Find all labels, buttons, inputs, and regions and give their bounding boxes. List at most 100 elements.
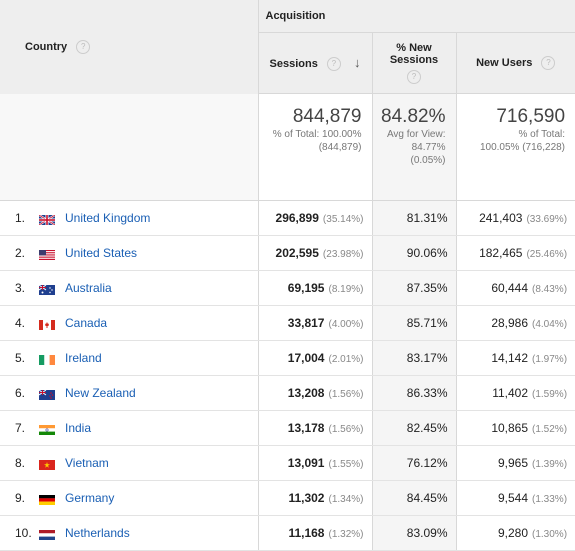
country-cell: 3. Australia [0, 270, 258, 306]
table-row[interactable]: 5. Ireland 17,004 (2.01%) 83.17% 14,142 (1.97%… [0, 340, 575, 376]
row-rank: 2. [15, 246, 26, 260]
country-cell: 1. United Kingdom [0, 200, 258, 236]
country-link[interactable]: Australia [65, 281, 112, 295]
table-row[interactable]: 10. Netherlands 11,168 (1.32%) 83.09% 9,280 (1… [0, 515, 575, 551]
country-column-header[interactable]: Country ? [0, 0, 258, 94]
new-users-percent: (25.46%) [526, 249, 568, 260]
sessions-value: 69,195 [287, 281, 325, 295]
help-icon[interactable]: ? [326, 57, 341, 72]
help-icon[interactable]: ? [407, 70, 421, 84]
sessions-value: 11,168 [288, 526, 325, 540]
sessions-value: 33,817 [287, 316, 325, 330]
totals-new-users-sub2: 100.05% (716,228) [479, 142, 566, 153]
country-link[interactable]: United States [65, 246, 138, 260]
country-cell: 5. Ireland [0, 340, 258, 376]
new-users-cell: 28,986 (4.04%) [455, 305, 575, 341]
row-rank: 8. [15, 456, 26, 470]
flag-ca-icon [39, 319, 55, 330]
table-row[interactable]: 1. United Kingdom 296,899 (35.14%) 81.31% 241… [0, 200, 575, 236]
sessions-cell: 13,091 (1.55%) [257, 445, 372, 481]
new-users-cell: 241,403 (33.69%) [455, 200, 575, 236]
data-rows: 1. United Kingdom 296,899 (35.14%) 81.31% 241… [0, 200, 575, 551]
new-users-value: 9,965 [497, 456, 529, 470]
new-users-value: 182,465 [479, 246, 523, 260]
new-sessions-value: 85.71% [406, 316, 448, 330]
new-users-percent: (1.39%) [532, 459, 568, 470]
new-users-value: 241,403 [479, 211, 523, 225]
table-row[interactable]: 4. Canada 33,817 (4.00%) 85.71% 28,986 (4.04%) [0, 305, 575, 341]
sessions-percent: (1.55%) [328, 459, 364, 470]
table-row[interactable]: 2. United States 202,595 (23.98%) 90.06% 182,… [0, 235, 575, 271]
new-sessions-header-line1: % New [396, 42, 432, 54]
totals-row: 844,879 % of Total: 100.00% (844,879) 84… [0, 93, 575, 201]
new-users-column-header[interactable]: New Users ? [455, 32, 575, 94]
new-sessions-cell: 84.45% [371, 480, 456, 516]
totals-new-users-value: 716,590 [496, 106, 566, 127]
country-link[interactable]: India [65, 421, 92, 435]
new-sessions-value: 83.09% [406, 526, 448, 540]
new-users-percent: (8.43%) [532, 284, 568, 295]
table-row[interactable]: 3. Australia 69,195 (8.19%) 87.35% 60,444 (8.4… [0, 270, 575, 306]
country-link[interactable]: Canada [65, 316, 108, 330]
new-sessions-cell: 90.06% [371, 235, 456, 271]
new-users-value: 11,402 [492, 386, 529, 400]
country-link[interactable]: United Kingdom [65, 211, 151, 225]
new-sessions-cell: 81.31% [371, 200, 456, 236]
help-icon[interactable]: ? [541, 56, 556, 70]
flag-de-icon [39, 494, 55, 505]
new-users-value: 60,444 [491, 281, 529, 295]
sessions-percent: (4.00%) [328, 319, 364, 330]
table-row[interactable]: 8. Vietnam 13,091 (1.55%) 76.12% 9,965 (1.39%) [0, 445, 575, 481]
sessions-cell: 202,595 (23.98%) [257, 235, 372, 271]
new-users-cell: 14,142 (1.97%) [455, 340, 575, 376]
sessions-percent: (1.56%) [328, 424, 364, 435]
new-users-cell: 9,544 (1.33%) [455, 480, 575, 516]
sessions-cell: 13,178 (1.56%) [257, 410, 372, 446]
country-link[interactable]: Ireland [65, 351, 102, 365]
sessions-column-header[interactable]: Sessions ? ↓ [257, 32, 372, 94]
new-users-percent: (33.69%) [526, 214, 568, 225]
sessions-percent: (2.01%) [328, 354, 364, 365]
totals-new-users-sub1: % of Total: [518, 129, 566, 140]
help-icon[interactable]: ? [76, 39, 91, 54]
flag-au-icon [38, 284, 55, 295]
new-users-header-label: New Users [476, 56, 533, 69]
totals-sessions-sub1: % of Total: 100.00% [272, 129, 362, 140]
row-rank: 10. [15, 526, 32, 540]
totals-new-users-cell: 716,590 % of Total: 100.05% (716,228) [455, 93, 575, 201]
acquisition-group-header: Acquisition [257, 0, 575, 33]
country-link[interactable]: Germany [65, 491, 115, 505]
country-link[interactable]: Netherlands [65, 526, 130, 540]
country-link[interactable]: Vietnam [65, 456, 109, 470]
row-rank: 3. [15, 281, 26, 295]
sessions-percent: (1.34%) [328, 494, 364, 505]
totals-new-sessions-cell: 84.82% Avg for View: 84.77% (0.05%) [371, 93, 456, 201]
new-users-cell: 11,402 (1.59%) [455, 375, 575, 411]
new-sessions-value: 87.35% [406, 281, 448, 295]
country-link[interactable]: New Zealand [65, 386, 136, 400]
flag-in-icon [39, 424, 55, 435]
new-sessions-column-header[interactable]: % New Sessions ? [371, 32, 456, 94]
sessions-percent: (1.56%) [328, 389, 364, 400]
country-cell: 2. United States [0, 235, 258, 271]
new-users-percent: (1.30%) [532, 529, 568, 540]
new-users-value: 28,986 [491, 316, 529, 330]
totals-sessions-value: 844,879 [292, 106, 362, 127]
new-users-cell: 9,965 (1.39%) [455, 445, 575, 481]
table-row[interactable]: 6. New Zealand 13,208 (1.56%) 86.33% 11,402 (1… [0, 375, 575, 411]
new-users-cell: 182,465 (25.46%) [455, 235, 575, 271]
table-row[interactable]: 9. Germany 11,302 (1.34%) 84.45% 9,544 (1.33%) [0, 480, 575, 516]
table-row[interactable]: 7. India 13,178 (1.56%) 82.45% 10,865 (1.52%) [0, 410, 575, 446]
new-sessions-value: 76.12% [406, 456, 448, 470]
sessions-cell: 69,195 (8.19%) [257, 270, 372, 306]
sort-descending-icon[interactable]: ↓ [353, 54, 361, 70]
flag-us-icon [39, 249, 55, 260]
totals-new-sessions-sub3: (0.05%) [410, 155, 446, 166]
sessions-value: 11,302 [288, 491, 325, 505]
sessions-percent: (8.19%) [328, 284, 364, 295]
totals-blank-cell [0, 93, 258, 201]
new-users-cell: 10,865 (1.52%) [455, 410, 575, 446]
row-rank: 4. [15, 316, 26, 330]
new-sessions-value: 86.33% [406, 386, 448, 400]
row-rank: 7. [15, 421, 26, 435]
